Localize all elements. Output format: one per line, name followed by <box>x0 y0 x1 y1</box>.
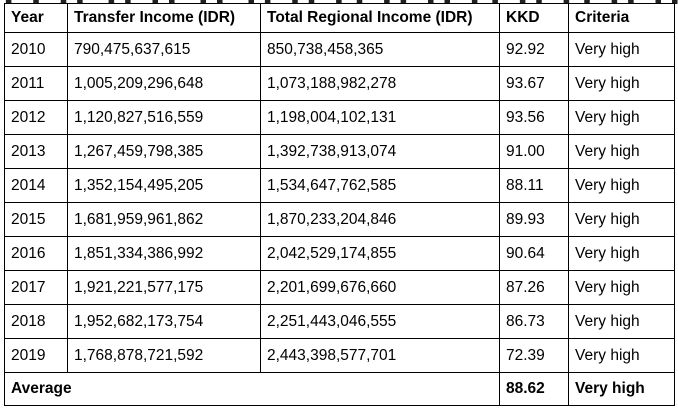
clipped-caption-remnant: ▖▘▗▝▘▖▗ ▝▘▖▗▝▘▖▗▝ ▘▖▗▝▘ ▖▗▝▘▖▗▝▘▖ ▗▝▘▖▗▝… <box>0 0 678 4</box>
cell-total-regional-income: 1,534,647,762,585 <box>260 168 500 203</box>
cell-kkd: 88.11 <box>499 168 569 203</box>
cell-total-regional-income: 850,738,458,365 <box>260 32 500 67</box>
cell-criteria: Very high <box>568 32 675 67</box>
header-transfer-income: Transfer Income (IDR) <box>67 3 261 33</box>
cell-kkd: 91.00 <box>499 134 569 169</box>
cell-criteria: Very high <box>568 338 675 373</box>
cell-kkd: 72.39 <box>499 338 569 373</box>
table-row: 2011 1,005,209,296,648 1,073,188,982,278 93… <box>4 66 675 101</box>
cell-criteria: Very high <box>568 202 675 237</box>
average-kkd: 88.62 <box>499 372 569 406</box>
cell-transfer-income: 1,952,682,173,754 <box>67 304 261 339</box>
cell-year: 2017 <box>4 270 68 305</box>
cell-year: 2012 <box>4 100 68 135</box>
average-label: Average <box>4 372 500 406</box>
cell-kkd: 87.26 <box>499 270 569 305</box>
cell-kkd: 86.73 <box>499 304 569 339</box>
cell-kkd: 89.93 <box>499 202 569 237</box>
cell-total-regional-income: 2,201,699,676,660 <box>260 270 500 305</box>
table-row: 2012 1,120,827,516,559 1,198,004,102,131 93… <box>4 100 675 135</box>
average-criteria: Very high <box>568 372 675 406</box>
cell-transfer-income: 1,681,959,961,862 <box>67 202 261 237</box>
cell-total-regional-income: 1,870,233,204,846 <box>260 202 500 237</box>
cell-year: 2013 <box>4 134 68 169</box>
cell-year: 2016 <box>4 236 68 271</box>
table-body: 2010 790,475,637,615 850,738,458,365 92.92 V… <box>4 32 675 373</box>
cell-year: 2010 <box>4 32 68 67</box>
cell-year: 2019 <box>4 338 68 373</box>
cell-year: 2018 <box>4 304 68 339</box>
cell-total-regional-income: 1,392,738,913,074 <box>260 134 500 169</box>
header-total-regional-income: Total Regional Income (IDR) <box>260 3 500 33</box>
regional-income-table: Year Transfer Income (IDR) Total Regiona… <box>4 3 675 406</box>
table-row: 2010 790,475,637,615 850,738,458,365 92.92 V… <box>4 32 675 67</box>
header-kkd: KKD <box>499 3 569 33</box>
cell-criteria: Very high <box>568 236 675 271</box>
cell-transfer-income: 790,475,637,615 <box>67 32 261 67</box>
cell-transfer-income: 1,921,221,577,175 <box>67 270 261 305</box>
cell-criteria: Very high <box>568 168 675 203</box>
cell-kkd: 93.67 <box>499 66 569 101</box>
cell-kkd: 93.56 <box>499 100 569 135</box>
cell-total-regional-income: 2,251,443,046,555 <box>260 304 500 339</box>
table-row: 2013 1,267,459,798,385 1,392,738,913,074 91… <box>4 134 675 169</box>
cell-year: 2014 <box>4 168 68 203</box>
cell-criteria: Very high <box>568 66 675 101</box>
cell-total-regional-income: 2,042,529,174,855 <box>260 236 500 271</box>
cell-criteria: Very high <box>568 100 675 135</box>
clipped-caption-ink: ▖▘▗▝▘▖▗ ▝▘▖▗▝▘▖▗▝ ▘▖▗▝▘ ▖▗▝▘▖▗▝▘▖ ▗▝▘▖▗▝… <box>6 0 678 4</box>
cell-criteria: Very high <box>568 304 675 339</box>
table-row: 2015 1,681,959,961,862 1,870,233,204,846 89… <box>4 202 675 237</box>
cell-year: 2015 <box>4 202 68 237</box>
header-criteria: Criteria <box>568 3 675 33</box>
cell-criteria: Very high <box>568 270 675 305</box>
table-row: 2018 1,952,682,173,754 2,251,443,046,555 86… <box>4 304 675 339</box>
cell-total-regional-income: 2,443,398,577,701 <box>260 338 500 373</box>
cell-transfer-income: 1,267,459,798,385 <box>67 134 261 169</box>
cell-transfer-income: 1,851,334,386,992 <box>67 236 261 271</box>
average-row: Average 88.62 Very high <box>4 372 675 406</box>
cell-year: 2011 <box>4 66 68 101</box>
table-row: 2016 1,851,334,386,992 2,042,529,174,855 90… <box>4 236 675 271</box>
cell-transfer-income: 1,005,209,296,648 <box>67 66 261 101</box>
cell-total-regional-income: 1,073,188,982,278 <box>260 66 500 101</box>
table-row: 2019 1,768,878,721,592 2,443,398,577,701 72… <box>4 338 675 373</box>
cell-total-regional-income: 1,198,004,102,131 <box>260 100 500 135</box>
cell-kkd: 92.92 <box>499 32 569 67</box>
table-row: 2014 1,352,154,495,205 1,534,647,762,585 88… <box>4 168 675 203</box>
cell-transfer-income: 1,352,154,495,205 <box>67 168 261 203</box>
cell-kkd: 90.64 <box>499 236 569 271</box>
table-row: 2017 1,921,221,577,175 2,201,699,676,660 87… <box>4 270 675 305</box>
cell-criteria: Very high <box>568 134 675 169</box>
cell-transfer-income: 1,120,827,516,559 <box>67 100 261 135</box>
cell-transfer-income: 1,768,878,721,592 <box>67 338 261 373</box>
header-year: Year <box>4 3 68 33</box>
table-header-row: Year Transfer Income (IDR) Total Regiona… <box>4 3 675 33</box>
